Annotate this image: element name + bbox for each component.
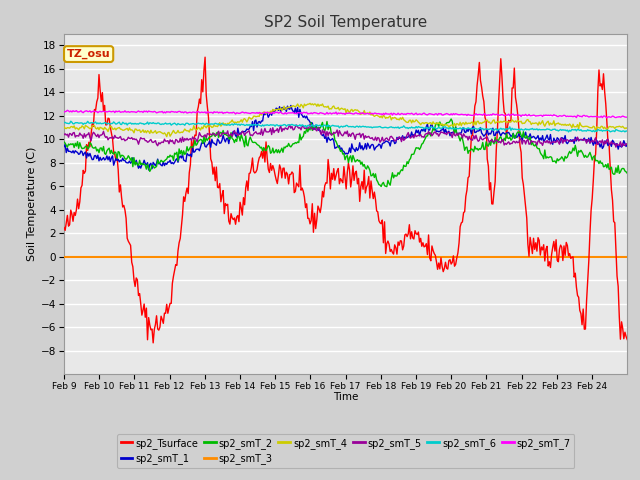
X-axis label: Time: Time: [333, 393, 358, 402]
Text: TZ_osu: TZ_osu: [67, 49, 111, 59]
Y-axis label: Soil Temperature (C): Soil Temperature (C): [27, 147, 37, 261]
Title: SP2 Soil Temperature: SP2 Soil Temperature: [264, 15, 428, 30]
Legend: sp2_Tsurface, sp2_smT_1, sp2_smT_2, sp2_smT_3, sp2_smT_4, sp2_smT_5, sp2_smT_6, : sp2_Tsurface, sp2_smT_1, sp2_smT_2, sp2_…: [116, 434, 575, 468]
